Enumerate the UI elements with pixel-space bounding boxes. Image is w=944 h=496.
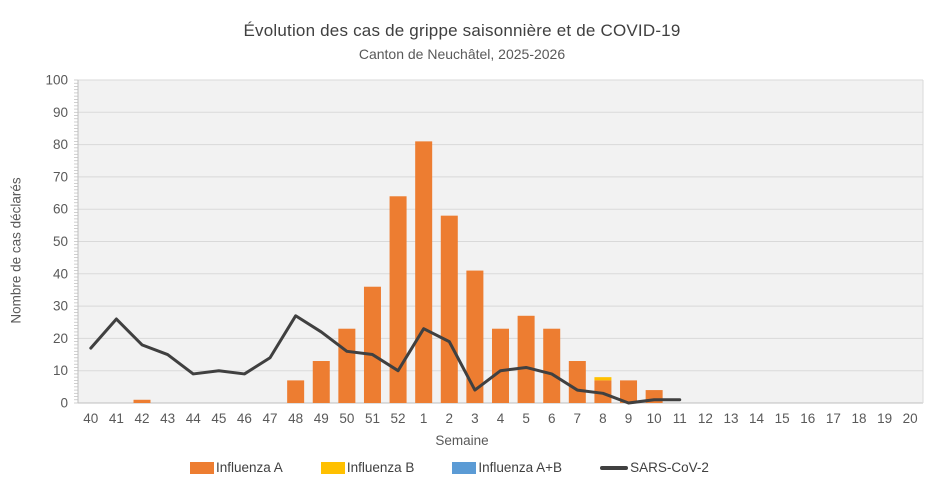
y-tick-label: 20 xyxy=(53,331,68,346)
x-tick-label: 50 xyxy=(339,411,354,426)
x-tick-label: 45 xyxy=(211,411,226,426)
x-tick-label: 14 xyxy=(749,411,765,426)
bar-influenza-a xyxy=(312,361,330,403)
bar-influenza-a xyxy=(389,196,407,403)
x-axis-title: Semaine xyxy=(435,433,489,448)
legend-swatch-sars-cov-2 xyxy=(600,465,629,470)
x-tick-label: 16 xyxy=(800,411,815,426)
x-tick-label: 13 xyxy=(723,411,738,426)
x-tick-label: 7 xyxy=(574,411,582,426)
bar-influenza-a xyxy=(620,380,638,403)
x-tick-label: 2 xyxy=(446,411,454,426)
x-tick-label: 17 xyxy=(826,411,841,426)
x-tick-label: 4 xyxy=(497,411,505,426)
legend-label-influenza-ab: Influenza A+B xyxy=(478,460,563,475)
legend-label-influenza-a: Influenza A xyxy=(216,460,283,475)
bar-influenza-b xyxy=(594,377,612,381)
y-tick-label: 90 xyxy=(53,105,68,120)
x-tick-label: 49 xyxy=(314,411,329,426)
y-tick-label: 100 xyxy=(45,73,68,88)
x-tick-label: 12 xyxy=(698,411,713,426)
x-tick-label: 18 xyxy=(851,411,866,426)
x-tick-label: 3 xyxy=(471,411,479,426)
x-tick-label: 41 xyxy=(109,411,124,426)
bar-influenza-a xyxy=(415,141,433,403)
chart-subtitle: Canton de Neuchâtel, 2025-2026 xyxy=(358,46,566,62)
y-axis-title: Nombre de cas déclarés xyxy=(8,177,24,324)
bar-influenza-a xyxy=(568,361,586,403)
bar-influenza-a xyxy=(492,328,509,403)
bar-influenza-a xyxy=(594,380,612,403)
y-tick-label: 40 xyxy=(53,266,68,281)
x-tick-label: 52 xyxy=(391,411,406,426)
x-tick-label: 42 xyxy=(134,411,149,426)
x-tick-label: 48 xyxy=(288,411,303,426)
x-tick-label: 1 xyxy=(420,411,428,426)
legend-item-sars-cov-2: SARS-CoV-2 xyxy=(600,460,709,475)
bar-influenza-a xyxy=(543,328,561,403)
legend-item-influenza-b: Influenza B xyxy=(320,460,415,475)
bar-influenza-a xyxy=(338,328,356,403)
x-tick-label: 11 xyxy=(673,411,687,426)
x-tick-label: 46 xyxy=(237,411,252,426)
bar-influenza-a xyxy=(440,215,458,403)
legend-label-sars-cov-2: SARS-CoV-2 xyxy=(630,460,709,475)
x-tick-label: 47 xyxy=(263,411,278,426)
bar-influenza-a xyxy=(363,286,381,403)
chart-title: Évolution des cas de grippe saisonnière … xyxy=(243,21,681,40)
legend: Influenza A Influenza B Influenza A+B SA… xyxy=(190,460,709,475)
x-tick-label: 8 xyxy=(599,411,607,426)
x-tick-label: 40 xyxy=(83,411,98,426)
y-tick-label: 80 xyxy=(53,137,68,152)
bar-influenza-a xyxy=(133,399,151,403)
x-tick-label: 6 xyxy=(548,411,556,426)
y-tick-label: 50 xyxy=(53,234,68,249)
x-tick-label: 10 xyxy=(647,411,662,426)
legend-item-influenza-ab: Influenza A+B xyxy=(452,460,562,475)
y-tick-label: 60 xyxy=(53,202,68,217)
y-tick-label: 70 xyxy=(53,169,68,184)
legend-item-influenza-a: Influenza A xyxy=(190,460,283,475)
legend-label-influenza-b: Influenza B xyxy=(346,460,415,475)
y-tick-label: 10 xyxy=(53,363,68,378)
x-tick-label: 43 xyxy=(160,411,175,426)
x-tick-label: 51 xyxy=(365,411,380,426)
legend-swatch-influenza-ab xyxy=(452,461,477,474)
x-tick-label: 44 xyxy=(186,411,202,426)
y-tick-label: 30 xyxy=(53,299,68,314)
x-tick-label: 20 xyxy=(903,411,918,426)
x-tick-label: 19 xyxy=(877,411,892,426)
x-tick-label: 15 xyxy=(775,411,790,426)
legend-swatch-influenza-a xyxy=(190,461,214,474)
bar-influenza-a xyxy=(287,380,305,403)
sars-cov-2-line xyxy=(89,314,682,405)
bar-influenza-a xyxy=(517,315,535,403)
legend-swatch-influenza-b xyxy=(320,461,345,474)
y-tick-label: 0 xyxy=(60,396,68,411)
bar-influenza-a xyxy=(466,270,484,403)
x-tick-label: 9 xyxy=(625,411,633,426)
x-tick-label: 5 xyxy=(522,411,530,426)
